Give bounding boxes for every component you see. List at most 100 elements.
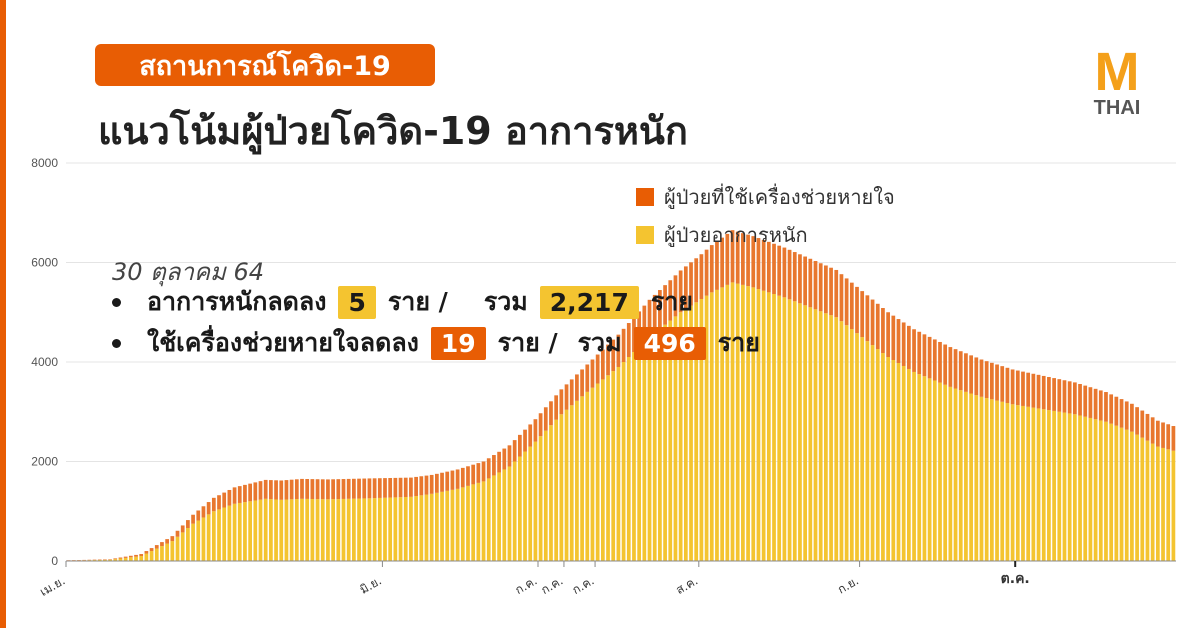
bar-ventilator: [1000, 366, 1005, 402]
bar-severe: [1161, 447, 1165, 561]
bar-ventilator: [870, 299, 875, 346]
bar-severe: [678, 312, 683, 561]
bar-ventilator: [860, 291, 865, 338]
bar-ventilator: [938, 341, 942, 383]
bar-severe: [958, 390, 963, 561]
bar-severe: [440, 491, 444, 561]
bar-severe: [445, 490, 450, 561]
bar-ventilator: [694, 258, 699, 303]
bar-severe: [1104, 421, 1108, 561]
bar-severe: [699, 298, 704, 561]
bar-ventilator: [263, 479, 268, 499]
bar-ventilator: [1130, 403, 1134, 432]
bar-severe: [995, 400, 999, 561]
legend-item-ventilator: ผู้ป่วยที่ใช้เครื่องช่วยหายใจ: [636, 178, 895, 216]
bar-ventilator: [222, 492, 227, 508]
stat-vent-total-label: รวม: [577, 328, 622, 357]
bar-severe: [554, 419, 559, 561]
bar-ventilator: [419, 476, 424, 496]
bar-severe: [969, 393, 973, 561]
bar-severe: [834, 317, 839, 561]
bar-severe: [1041, 409, 1046, 561]
bar-severe: [217, 509, 221, 561]
bar-severe: [818, 311, 823, 561]
bar-severe: [414, 496, 418, 561]
bar-ventilator: [1098, 390, 1103, 421]
bar-severe: [886, 357, 890, 561]
bar-severe: [300, 498, 304, 561]
bar-severe: [860, 337, 865, 562]
bar-severe: [595, 383, 600, 561]
bar-severe: [123, 557, 128, 561]
bar-severe: [1072, 414, 1077, 561]
bar-ventilator: [1150, 417, 1155, 444]
bar-severe: [284, 499, 289, 561]
bar-ventilator: [585, 364, 590, 392]
bar-severe: [606, 375, 610, 561]
bar-ventilator: [398, 477, 403, 498]
bar-ventilator: [481, 461, 486, 482]
bar-severe: [901, 365, 906, 561]
bar-severe: [502, 469, 507, 561]
bar-ventilator: [367, 478, 372, 499]
legend-item-severe: ผู้ป่วยอาการหนัก: [636, 216, 895, 254]
bar-severe: [948, 386, 953, 562]
bar-ventilator: [310, 479, 315, 500]
bar-severe: [128, 557, 133, 561]
bar-ventilator: [315, 479, 320, 500]
bar-severe: [782, 297, 787, 561]
bar-severe: [569, 405, 574, 561]
stats-date: 30 ตุลาคม 64: [112, 258, 264, 286]
bar-ventilator: [1010, 369, 1015, 405]
y-tick-label: 4000: [31, 355, 58, 369]
bar-ventilator: [715, 241, 719, 290]
bar-ventilator: [606, 344, 610, 376]
bar-severe: [549, 425, 553, 561]
bar-severe: [575, 400, 579, 561]
bar-ventilator: [580, 369, 584, 397]
bar-severe: [938, 382, 942, 561]
bar-ventilator: [668, 280, 673, 321]
bar-severe: [1067, 413, 1072, 561]
bar-severe: [741, 284, 745, 561]
bar-severe: [642, 342, 647, 561]
bar-ventilator: [507, 445, 512, 467]
bar-ventilator: [844, 278, 849, 326]
x-tick-label: ก.ค.: [539, 573, 566, 597]
bar-ventilator: [258, 481, 263, 500]
bar-ventilator: [108, 559, 112, 560]
bar-ventilator: [647, 299, 652, 338]
bar-severe: [383, 497, 387, 561]
legend-label-ventilator: ผู้ป่วยที่ใช้เครื่องช่วยหายใจ: [664, 185, 895, 209]
bar-ventilator: [886, 312, 890, 358]
bar-ventilator: [720, 237, 725, 288]
bar-severe: [751, 287, 756, 562]
bar-severe: [481, 481, 486, 561]
bar-ventilator: [927, 336, 932, 379]
bar-ventilator: [528, 424, 533, 447]
bar-ventilator: [912, 329, 916, 372]
bar-severe: [1083, 416, 1088, 561]
bar-ventilator: [435, 473, 439, 493]
bar-ventilator: [907, 325, 911, 369]
bar-ventilator: [1005, 367, 1010, 404]
bar-ventilator: [274, 480, 278, 500]
bar-ventilator: [875, 303, 880, 350]
bar-ventilator: [393, 477, 398, 498]
bar-severe: [258, 499, 263, 561]
bar-severe: [798, 303, 802, 561]
y-tick-label: 6000: [31, 256, 58, 270]
bar-ventilator: [377, 478, 382, 498]
bar-severe: [160, 546, 164, 561]
bar-severe: [362, 498, 367, 561]
bar-severe: [1171, 450, 1176, 561]
bar-ventilator: [466, 466, 470, 486]
bar-severe: [647, 337, 652, 562]
bar-ventilator: [237, 486, 242, 503]
bar-severe: [616, 366, 621, 561]
bar-ventilator: [995, 364, 999, 401]
bar-severe: [476, 482, 481, 561]
bar-ventilator: [320, 479, 325, 500]
bar-severe: [388, 497, 393, 561]
bar-ventilator: [782, 247, 787, 298]
